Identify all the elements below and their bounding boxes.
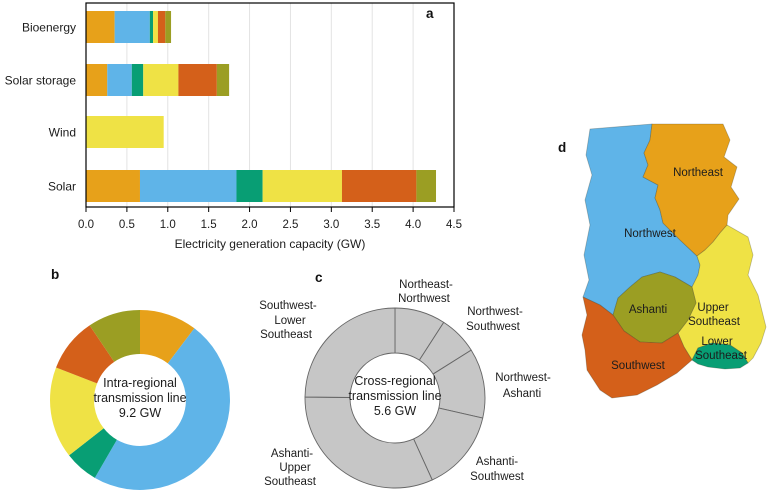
bar-segment-ashanti (165, 11, 172, 43)
donut-center-label-line: 9.2 GW (119, 406, 162, 420)
x-axis-title: Electricity generation capacity (GW) (175, 237, 366, 251)
panel-label-a: a (426, 6, 434, 21)
map-region-label-lower-southeast: Southeast (695, 350, 748, 362)
panel-label-d: d (558, 140, 567, 155)
category-label: Solar storage (5, 74, 77, 88)
segment-label-southwest-lower-southeast: Lower (274, 315, 305, 327)
segment-label-ashanti-southwest: Southwest (470, 471, 525, 483)
bar-segment-lower-southeast (236, 170, 263, 202)
x-tick-label: 4.5 (446, 219, 462, 231)
bar-segment-lower-southeast (131, 64, 144, 96)
donut-segment-southwest-lower-southeast (304, 307, 396, 398)
map-region-lower-southeast (691, 342, 749, 370)
x-tick-label: 2.0 (242, 219, 258, 231)
bar-segment-ashanti (416, 170, 437, 202)
panel-label-b: b (51, 267, 60, 282)
donut-center-label-line: 5.6 GW (374, 404, 417, 418)
category-label: Bioenergy (22, 21, 76, 35)
map-region-label-upper-southeast: Southeast (688, 316, 741, 328)
bar-segment-northwest (139, 170, 237, 202)
bar-segment-southwest (341, 170, 417, 202)
panel-label-c: c (315, 270, 323, 285)
segment-label-northwest-southwest: Northwest- (467, 306, 523, 318)
map-region-southwest (581, 296, 693, 399)
bar-segment-upper-southeast (143, 64, 179, 96)
bar-segment-upper-southeast (153, 11, 158, 43)
x-tick-label: 0.0 (78, 219, 94, 231)
category-label: Wind (49, 126, 76, 140)
donut-center-label-line: Cross-regional (354, 374, 435, 388)
bar-segment-ashanti (216, 64, 230, 96)
x-tick-label: 1.5 (201, 219, 217, 231)
bar-segment-lower-southeast (149, 11, 154, 43)
bar-segment-northeast (86, 11, 115, 43)
map-region-label-upper-southeast: Upper (697, 302, 728, 314)
stacked-bar-chart-generation-capacity: Bioenergy Solar storage Wind Solar 0.0 0.5 1.0… (5, 2, 462, 251)
map-region-label-southwest: Southwest (611, 360, 666, 372)
donut-segment-ashanti-upper-southeast (304, 396, 433, 489)
segment-label-northeast-northwest: Northwest (398, 293, 451, 305)
segment-label-ashanti-upper-southeast: Southeast (264, 476, 317, 488)
bar-segment-northeast (86, 64, 108, 96)
ghana-region-map: Northwest Northeast Upper Southeast Ashanti S… (581, 123, 767, 399)
segment-label-ashanti-southwest: Ashanti- (476, 456, 518, 468)
map-region-label-ashanti: Ashanti (629, 304, 667, 316)
donut-center-label-line: Intra-regional (103, 376, 177, 390)
plot-border (85, 2, 455, 208)
x-tick-label: 3.5 (364, 219, 380, 231)
segment-label-southwest-lower-southeast: Southwest- (259, 300, 317, 312)
x-tick-label: 0.5 (119, 219, 135, 231)
x-tick-label: 1.0 (160, 219, 176, 231)
x-tick-label: 2.5 (282, 219, 298, 231)
segment-label-ashanti-upper-southeast: Upper (279, 462, 310, 474)
map-region-label-lower-southeast: Lower (701, 336, 732, 348)
segment-label-northeast-northwest: Northeast- (399, 279, 453, 291)
bar-segment-southwest (178, 64, 217, 96)
donut-segment-upper-southeast (50, 367, 104, 456)
bar-segment-upper-southeast (86, 116, 164, 148)
bar-segment-northeast (86, 170, 140, 202)
bar-segment-southwest (157, 11, 166, 43)
donut-segment-northwest (94, 328, 230, 490)
x-tick-label: 3.0 (323, 219, 339, 231)
donut-segment-northeast (140, 310, 195, 364)
segment-label-northwest-southwest: Southwest (466, 321, 521, 333)
category-label: Solar (48, 180, 76, 194)
map-region-label-northeast: Northeast (673, 167, 724, 179)
segment-label-ashanti-upper-southeast: Ashanti- (271, 448, 313, 460)
bar-segment-northwest (114, 11, 150, 43)
segment-label-northwest-ashanti: Ashanti (503, 388, 541, 400)
segment-label-northwest-ashanti: Northwest- (495, 372, 551, 384)
donut-center-label-line: transmission line (93, 391, 186, 405)
bar-segment-northwest (107, 64, 132, 96)
segment-label-southwest-lower-southeast: Southeast (260, 329, 313, 341)
donut-segment-ashanti (89, 310, 140, 362)
map-region-label-northwest: Northwest (624, 228, 677, 240)
donut-segment-southwest (56, 325, 115, 384)
x-tick-label: 4.0 (405, 219, 421, 231)
donut-center-label-line: transmission line (348, 389, 441, 403)
donut-segment-lower-southeast (69, 428, 117, 478)
bar-segment-upper-southeast (262, 170, 342, 202)
